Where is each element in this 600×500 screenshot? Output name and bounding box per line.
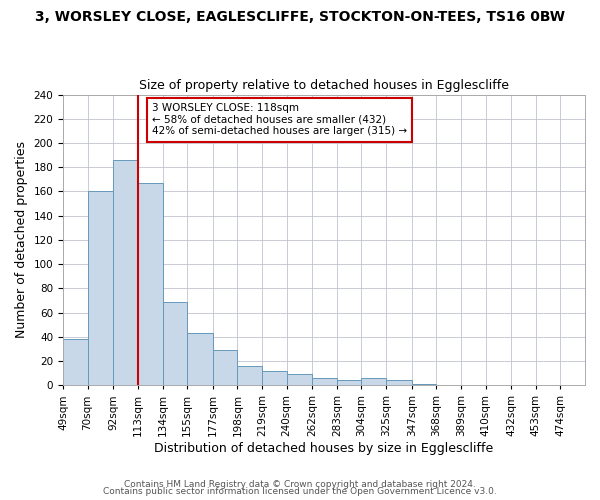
- Bar: [238, 366, 262, 386]
- X-axis label: Distribution of detached houses by size in Egglescliffe: Distribution of detached houses by size …: [154, 442, 494, 455]
- Title: Size of property relative to detached houses in Egglescliffe: Size of property relative to detached ho…: [139, 79, 509, 92]
- Bar: [262, 371, 287, 386]
- Bar: [113, 160, 138, 386]
- Text: Contains HM Land Registry data © Crown copyright and database right 2024.: Contains HM Land Registry data © Crown c…: [124, 480, 476, 489]
- Bar: [163, 302, 187, 386]
- Bar: [213, 350, 238, 386]
- Bar: [287, 374, 313, 386]
- Text: Contains public sector information licensed under the Open Government Licence v3: Contains public sector information licen…: [103, 487, 497, 496]
- Bar: [313, 378, 337, 386]
- Bar: [337, 380, 361, 386]
- Bar: [88, 192, 113, 386]
- Bar: [361, 378, 386, 386]
- Bar: [386, 380, 412, 386]
- Bar: [63, 340, 88, 386]
- Bar: [412, 384, 436, 386]
- Text: 3 WORSLEY CLOSE: 118sqm
← 58% of detached houses are smaller (432)
42% of semi-d: 3 WORSLEY CLOSE: 118sqm ← 58% of detache…: [152, 104, 407, 136]
- Text: 3, WORSLEY CLOSE, EAGLESCLIFFE, STOCKTON-ON-TEES, TS16 0BW: 3, WORSLEY CLOSE, EAGLESCLIFFE, STOCKTON…: [35, 10, 565, 24]
- Y-axis label: Number of detached properties: Number of detached properties: [15, 142, 28, 338]
- Bar: [138, 183, 163, 386]
- Bar: [187, 333, 213, 386]
